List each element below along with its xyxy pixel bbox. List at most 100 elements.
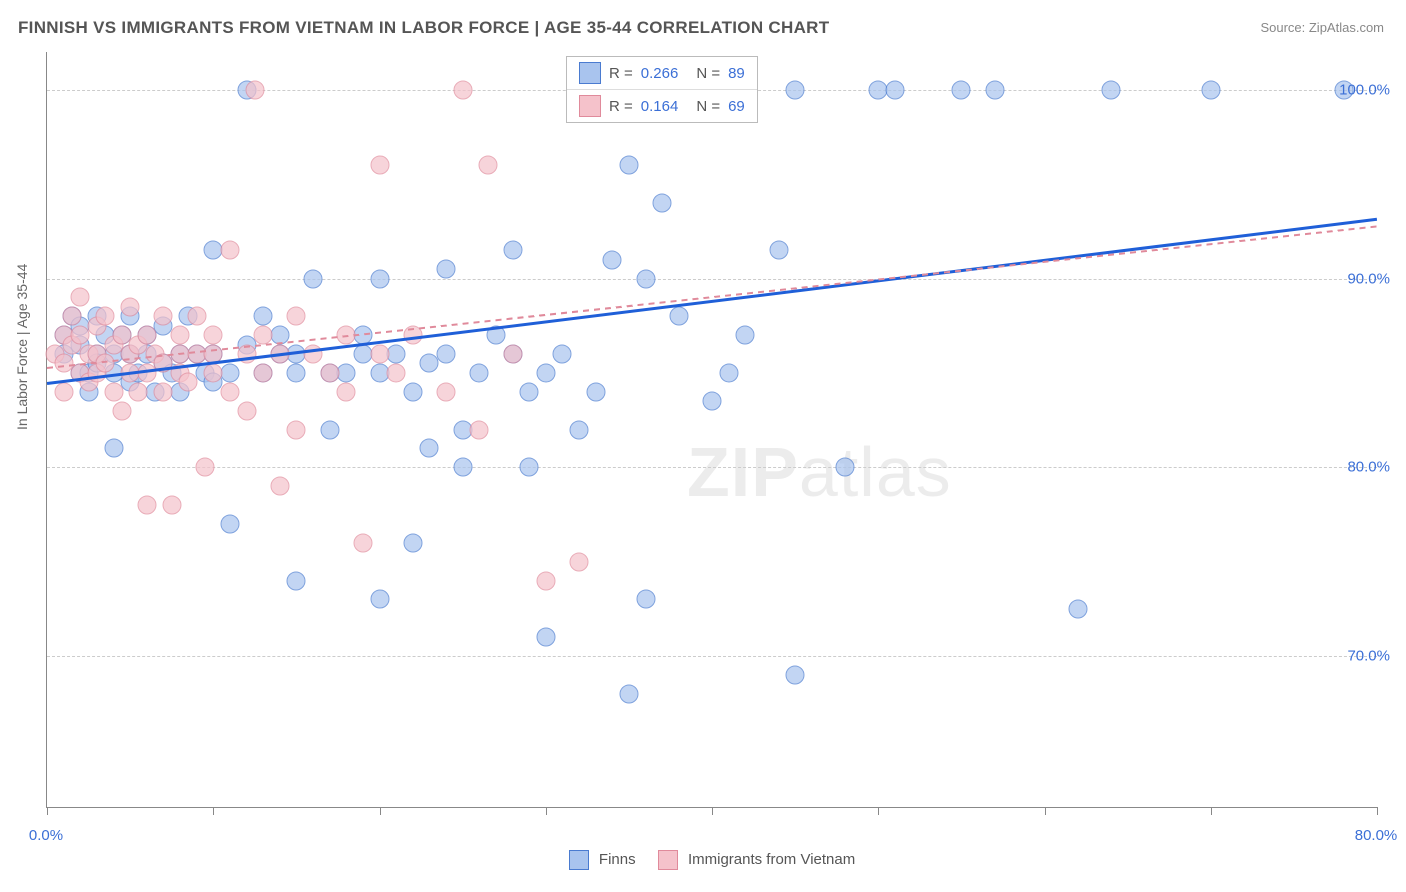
plot-area: ZIPatlas xyxy=(46,52,1377,808)
x-tick xyxy=(380,807,381,815)
data-point xyxy=(320,420,339,439)
data-point xyxy=(420,439,439,458)
data-point xyxy=(220,241,239,260)
data-point xyxy=(71,288,90,307)
data-point xyxy=(370,156,389,175)
data-point xyxy=(653,194,672,213)
legend-label-vietnam: Immigrants from Vietnam xyxy=(688,851,855,868)
x-tick xyxy=(546,807,547,815)
data-point xyxy=(162,496,181,515)
data-point xyxy=(403,382,422,401)
data-point xyxy=(154,382,173,401)
data-point xyxy=(553,345,572,364)
data-point xyxy=(619,684,638,703)
r-value-vietnam: 0.164 xyxy=(641,98,679,115)
data-point xyxy=(179,373,198,392)
data-point xyxy=(121,297,140,316)
data-point xyxy=(536,628,555,647)
x-tick xyxy=(213,807,214,815)
swatch-vietnam xyxy=(579,95,601,117)
data-point xyxy=(137,496,156,515)
data-point xyxy=(736,326,755,345)
legend-row-vietnam: R = 0.164 N = 69 xyxy=(567,90,757,122)
trend-line xyxy=(47,226,1377,370)
swatch-finns-bottom xyxy=(569,850,589,870)
n-value-finns: 89 xyxy=(728,65,745,82)
data-point xyxy=(536,363,555,382)
data-point xyxy=(370,269,389,288)
data-point xyxy=(337,382,356,401)
data-point xyxy=(836,458,855,477)
data-point xyxy=(104,382,123,401)
data-point xyxy=(786,80,805,99)
data-point xyxy=(619,156,638,175)
data-point xyxy=(112,401,131,420)
data-point xyxy=(437,345,456,364)
data-point xyxy=(470,363,489,382)
data-point xyxy=(1102,80,1121,99)
data-point xyxy=(254,307,273,326)
data-point xyxy=(353,533,372,552)
x-tick xyxy=(1211,807,1212,815)
data-point xyxy=(220,514,239,533)
data-point xyxy=(786,665,805,684)
y-tick-label: 90.0% xyxy=(1347,270,1390,287)
data-point xyxy=(270,477,289,496)
n-value-vietnam: 69 xyxy=(728,98,745,115)
data-point xyxy=(570,420,589,439)
data-point xyxy=(985,80,1004,99)
data-point xyxy=(287,363,306,382)
data-point xyxy=(96,307,115,326)
data-point xyxy=(187,307,206,326)
data-point xyxy=(1201,80,1220,99)
data-point xyxy=(453,458,472,477)
source-label: Source: ZipAtlas.com xyxy=(1260,20,1384,35)
x-tick-label: 0.0% xyxy=(29,827,63,844)
data-point xyxy=(220,382,239,401)
data-point xyxy=(370,590,389,609)
data-point xyxy=(171,326,190,345)
data-point xyxy=(636,590,655,609)
data-point xyxy=(703,392,722,411)
data-point xyxy=(237,401,256,420)
watermark: ZIPatlas xyxy=(687,432,952,512)
data-point xyxy=(603,250,622,269)
data-point xyxy=(769,241,788,260)
data-point xyxy=(287,571,306,590)
data-point xyxy=(503,345,522,364)
trend-line xyxy=(47,218,1377,385)
data-point xyxy=(719,363,738,382)
swatch-vietnam-bottom xyxy=(658,850,678,870)
x-tick xyxy=(712,807,713,815)
x-tick xyxy=(1045,807,1046,815)
data-point xyxy=(387,345,406,364)
r-value-finns: 0.266 xyxy=(641,65,679,82)
swatch-finns xyxy=(579,62,601,84)
data-point xyxy=(952,80,971,99)
chart-title: FINNISH VS IMMIGRANTS FROM VIETNAM IN LA… xyxy=(18,18,829,38)
x-tick xyxy=(1377,807,1378,815)
data-point xyxy=(204,326,223,345)
data-point xyxy=(137,326,156,345)
data-point xyxy=(503,241,522,260)
data-point xyxy=(478,156,497,175)
data-point xyxy=(129,382,148,401)
data-point xyxy=(536,571,555,590)
data-point xyxy=(254,363,273,382)
data-point xyxy=(337,363,356,382)
data-point xyxy=(586,382,605,401)
chart-container: FINNISH VS IMMIGRANTS FROM VIETNAM IN LA… xyxy=(0,0,1406,892)
y-tick-label: 80.0% xyxy=(1347,459,1390,476)
y-tick-label: 100.0% xyxy=(1339,81,1390,98)
y-tick-label: 70.0% xyxy=(1347,648,1390,665)
data-point xyxy=(104,439,123,458)
data-point xyxy=(636,269,655,288)
data-point xyxy=(570,552,589,571)
x-tick-label: 80.0% xyxy=(1355,827,1398,844)
x-tick xyxy=(47,807,48,815)
data-point xyxy=(453,80,472,99)
y-axis-label: In Labor Force | Age 35-44 xyxy=(14,264,30,430)
data-point xyxy=(154,307,173,326)
data-point xyxy=(520,382,539,401)
data-point xyxy=(403,533,422,552)
